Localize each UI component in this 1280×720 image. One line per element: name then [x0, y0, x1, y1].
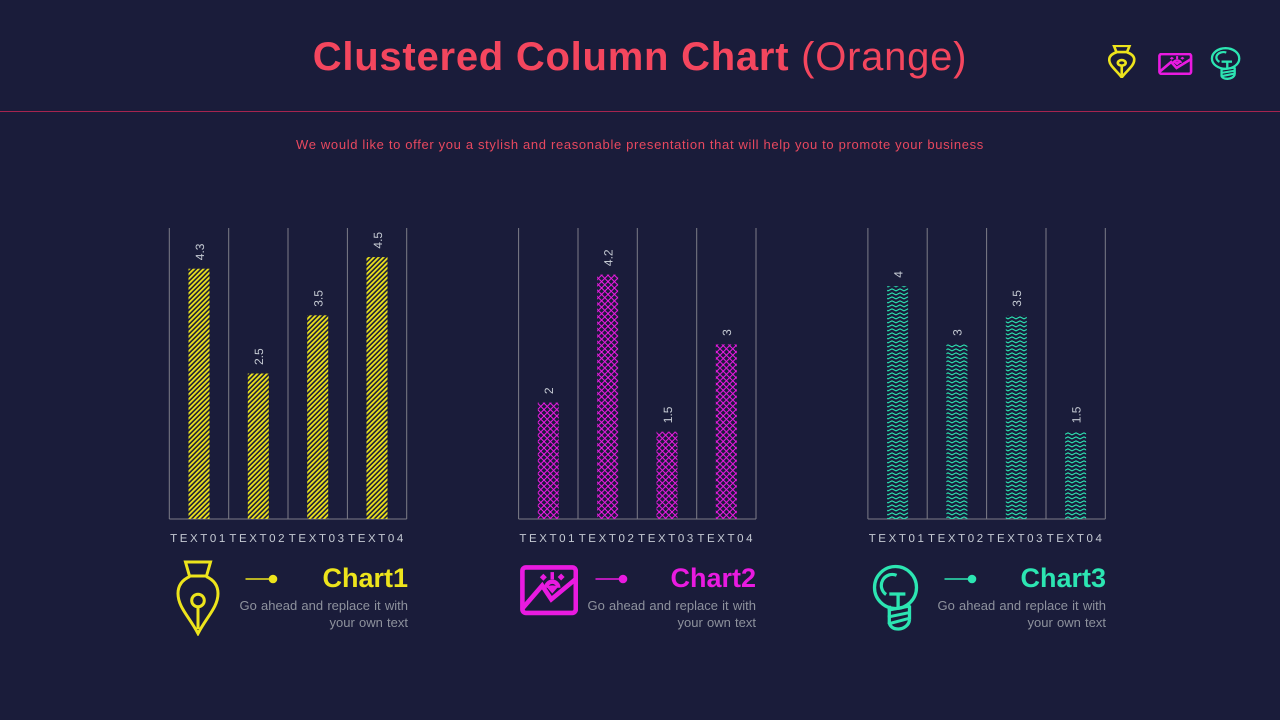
svg-text:TEXT02: TEXT02 [229, 533, 287, 545]
svg-text:TEXT01: TEXT01 [519, 533, 577, 545]
svg-text:4: 4 [891, 271, 905, 278]
svg-text:TEXT03: TEXT03 [987, 533, 1045, 545]
svg-text:2: 2 [542, 387, 556, 394]
svg-text:TEXT01: TEXT01 [869, 533, 927, 545]
svg-text:TEXT04: TEXT04 [348, 533, 406, 545]
svg-text:1.5: 1.5 [661, 406, 675, 423]
svg-text:4.3: 4.3 [193, 243, 207, 260]
svg-text:TEXT02: TEXT02 [579, 533, 637, 545]
svg-text:3.5: 3.5 [1010, 290, 1024, 307]
svg-text:TEXT04: TEXT04 [1047, 533, 1105, 545]
svg-text:TEXT03: TEXT03 [638, 533, 696, 545]
svg-text:3: 3 [951, 329, 965, 336]
svg-text:TEXT04: TEXT04 [697, 533, 755, 545]
svg-text:4.5: 4.5 [371, 232, 385, 249]
svg-text:TEXT03: TEXT03 [289, 533, 347, 545]
svg-text:3.5: 3.5 [312, 290, 326, 307]
svg-text:4.2: 4.2 [601, 249, 615, 266]
svg-text:2.5: 2.5 [252, 348, 266, 365]
svg-text:TEXT01: TEXT01 [170, 533, 228, 545]
svg-text:3: 3 [720, 329, 734, 336]
svg-text:1.5: 1.5 [1069, 406, 1083, 423]
svg-text:TEXT02: TEXT02 [928, 533, 986, 545]
